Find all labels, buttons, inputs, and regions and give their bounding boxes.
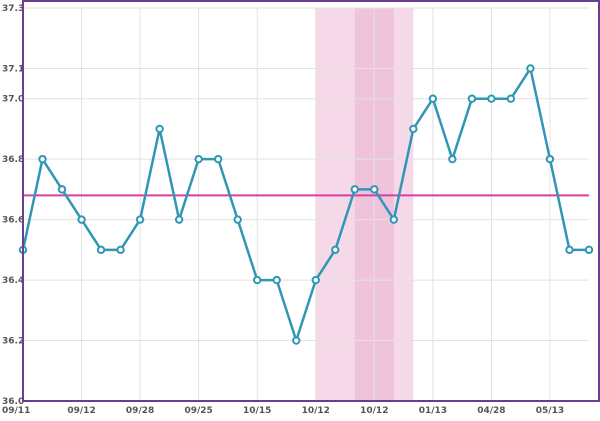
data-point <box>506 94 516 103</box>
data-point <box>350 185 359 194</box>
data-point <box>155 124 164 134</box>
series-group <box>18 64 594 345</box>
shaded-bands <box>315 8 414 401</box>
data-point <box>38 154 47 164</box>
data-point <box>116 245 125 255</box>
data-point <box>292 336 301 345</box>
data-point <box>96 245 106 255</box>
y-tick-label: 37.0 <box>2 95 24 105</box>
x-tick-label: 09/28 <box>126 406 154 416</box>
data-point <box>174 215 184 224</box>
data-point <box>584 245 594 255</box>
x-tick-label: 04/28 <box>477 406 505 416</box>
x-tick-label: 10/12 <box>302 406 330 416</box>
data-point <box>272 275 281 285</box>
y-tick-label: 36.0 <box>2 397 24 407</box>
data-point <box>545 154 555 164</box>
y-axis-ticks: 36.0 36.2 36.4 36.6 36.8 37.0 37.1 37.3 <box>2 4 24 407</box>
data-point <box>213 154 223 164</box>
plot-frame <box>22 0 600 402</box>
data-point <box>487 94 496 103</box>
y-tick-label: 36.2 <box>2 337 24 347</box>
y-tick-label: 36.6 <box>2 216 24 226</box>
data-point <box>331 245 340 255</box>
data-point <box>467 94 477 103</box>
x-tick-label: 09/12 <box>67 406 95 416</box>
data-point <box>370 185 379 194</box>
data-point <box>77 215 86 224</box>
y-tick-label: 37.1 <box>2 64 24 74</box>
x-tick-label: 10/12 <box>360 406 388 416</box>
data-point <box>409 124 418 134</box>
x-tick-label: 09/25 <box>184 406 212 416</box>
series-line <box>21 67 589 342</box>
y-tick-label: 36.4 <box>2 276 24 286</box>
x-tick-label: 09/11 <box>2 406 30 416</box>
data-point <box>311 275 320 285</box>
x-tick-label: 01/13 <box>419 406 447 416</box>
data-point <box>526 64 535 73</box>
y-tick-label: 37.3 <box>2 4 24 14</box>
data-point <box>194 154 203 164</box>
data-point <box>389 215 399 224</box>
x-axis-ticks: 09/11 09/12 09/28 09/25 10/15 10/12 10/12 01/13… <box>2 406 564 416</box>
data-point <box>448 154 457 164</box>
data-point <box>57 185 67 194</box>
gridlines <box>22 7 589 402</box>
x-tick-label: 10/15 <box>243 406 271 416</box>
data-point <box>565 245 574 255</box>
data-point <box>233 215 242 224</box>
y-tick-label: 36.8 <box>2 155 24 165</box>
data-point <box>428 94 438 103</box>
data-point <box>135 215 145 224</box>
data-point <box>253 275 262 285</box>
x-tick-label: 05/13 <box>536 406 564 416</box>
